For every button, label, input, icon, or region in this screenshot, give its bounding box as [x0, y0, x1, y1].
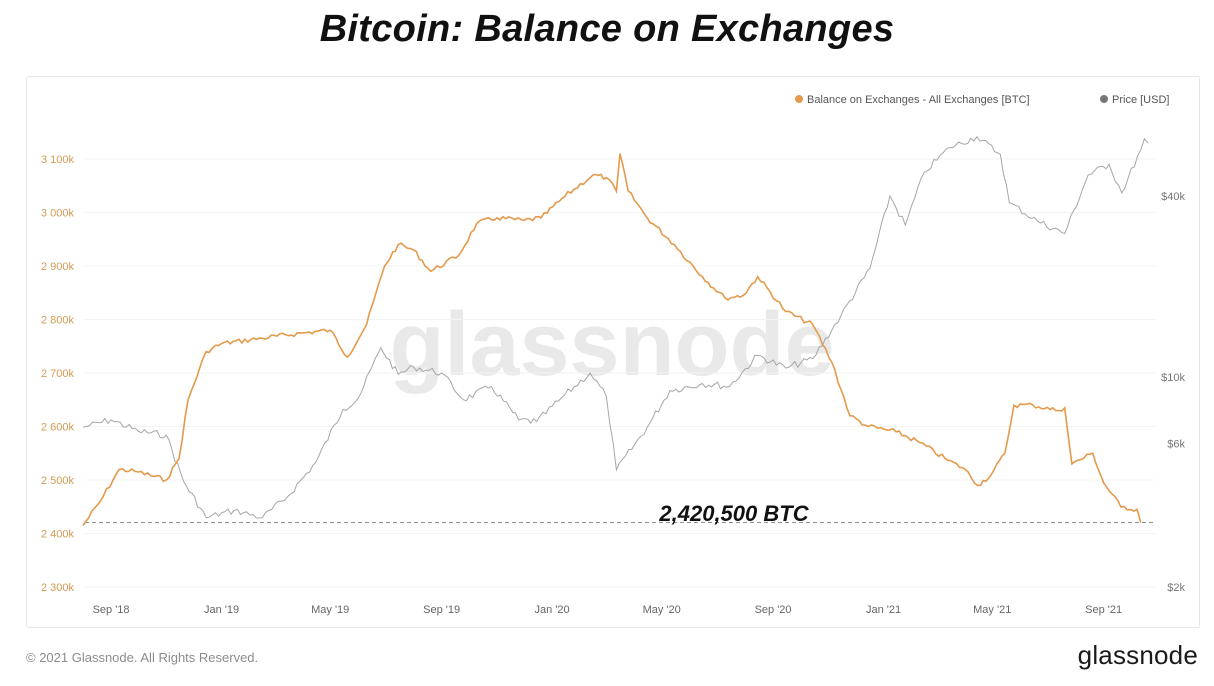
footer-copyright: © 2021 Glassnode. All Rights Reserved. [26, 650, 259, 665]
legend-dot-price [1100, 95, 1108, 103]
legend-label-balance: Balance on Exchanges - All Exchanges [BT… [807, 94, 1030, 106]
x-axis-tick-label: Sep '20 [755, 604, 792, 616]
x-axis-tick-label: May '19 [311, 604, 349, 616]
chart-svg: glassnode 2 300k 2 400k 2 500k 2 600k 2 700k… [41, 94, 1185, 616]
chart-container: glassnode 2 300k 2 400k 2 500k 2 600k 2 700k… [26, 76, 1200, 628]
watermark-text: glassnode [389, 295, 834, 395]
left-axis-tick-label: 2 900k [41, 261, 75, 273]
series-line-balance [82, 153, 1142, 526]
x-axis-tick-label: Jan '19 [204, 604, 239, 616]
left-axis-tick-label: 3 000k [41, 208, 75, 220]
x-axis-tick-label: Sep '19 [423, 604, 460, 616]
chart-title: Bitcoin: Balance on Exchanges [319, 8, 895, 50]
right-axis-tick-label: $10k [1161, 372, 1185, 384]
left-axis-tick-label: 2 500k [41, 475, 75, 487]
x-axis-tick-label: Jan '20 [535, 604, 570, 616]
right-axis-tick-label: $40k [1161, 191, 1185, 203]
x-axis-tick-label: Sep '21 [1085, 604, 1122, 616]
footer-logo: glassnode [1077, 640, 1198, 670]
annotation-label: 2,420,500 BTC [658, 501, 809, 526]
legend-dot-balance [795, 95, 803, 103]
right-axis-tick-label: $6k [1167, 439, 1185, 451]
x-axis-tick-label: May '21 [973, 604, 1011, 616]
left-axis-tick-label: 2 600k [41, 422, 75, 434]
x-axis-tick-label: Jan '21 [866, 604, 901, 616]
left-axis-tick-label: 2 700k [41, 368, 75, 380]
x-axis-tick-label: May '20 [643, 604, 681, 616]
series-line-price [82, 135, 1149, 519]
left-axis-tick-label: 2 300k [41, 582, 75, 594]
left-axis-tick-label: 2 800k [41, 315, 75, 327]
legend-label-price: Price [USD] [1112, 94, 1169, 106]
x-axis-tick-label: Sep '18 [93, 604, 130, 616]
left-axis-tick-label: 3 100k [41, 154, 75, 166]
right-axis-tick-label: $2k [1167, 582, 1185, 594]
left-axis-tick-label: 2 400k [41, 529, 75, 541]
